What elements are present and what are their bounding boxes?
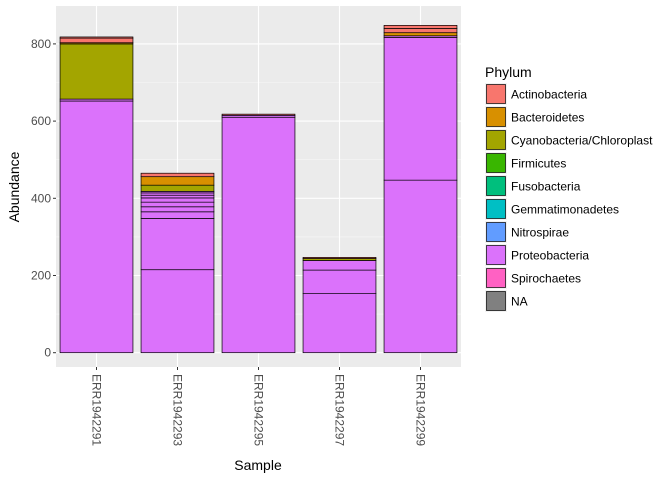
bar-segment [140,197,215,203]
legend-item: Fusobacteria [485,175,581,197]
legend-item: Gemmatimonadetes [485,198,619,220]
x-tick-label: ERR1942291 [90,374,104,446]
legend-swatch [486,222,506,242]
bar-segment [140,269,215,354]
y-tick-label: 0 [44,346,51,360]
legend-item: Spirochaetes [485,267,581,289]
legend-item: NA [485,290,528,312]
x-axis: ERR1942291 ERR1942293 ERR1942295 ERR1942297… [90,367,428,446]
legend-label: Fusobacteria [511,180,581,194]
legend-swatch [486,176,506,196]
bar-segment [140,176,215,186]
bar-segment [221,113,296,116]
legend-item: Nitrospirae [485,221,569,243]
legend-item: Bacteroidetes [485,106,584,128]
legend-swatch [486,268,506,288]
bar-segment [383,179,458,354]
bar-segment [140,172,215,178]
stacked-bars [59,25,458,354]
bar-segment [302,293,377,354]
legend-swatch [486,84,506,104]
legend-label: Spirochaetes [511,272,581,286]
x-tick-label: ERR1942293 [171,374,185,446]
y-tick-label: 200 [31,269,51,283]
legend-swatch [486,199,506,219]
bar-segment [383,28,458,34]
bar-segment [221,116,296,354]
y-tick-label: 800 [31,37,51,51]
bar-segment [140,211,215,219]
y-axis: 0 200 400 600 800 [31,37,56,360]
legend-swatch [486,107,506,127]
legend-item: Firmicutes [485,152,566,174]
legend-swatch [486,291,506,311]
x-tick-label: ERR1942299 [414,374,428,446]
bar-segment [140,201,215,208]
legend-label: Gemmatimonadetes [511,203,619,217]
legend-label: Nitrospirae [511,226,569,240]
x-axis-title: Sample [234,457,282,473]
legend-item: Proteobacteria [485,244,589,266]
y-tick-label: 400 [31,191,51,205]
bar-segment [59,100,134,354]
bar-segment [302,269,377,294]
bar-segment [59,37,134,44]
bar-segment [59,43,134,100]
legend-label: Firmicutes [511,157,566,171]
legend-label: Cyanobacteria/Chloroplast [511,134,653,148]
bar-segment [302,257,377,259]
legend-swatch [486,130,506,150]
bar-segment [140,218,215,271]
bar-segment [140,194,215,199]
bar-segment [302,260,377,271]
legend-swatch [486,153,506,173]
legend-label: Actinobacteria [511,88,587,102]
legend-item: Cyanobacteria/Chloroplast [485,129,653,151]
legend-title: Phylum [485,64,532,80]
y-axis-title: Abundance [6,151,22,222]
bar-segment [383,36,458,181]
bar-segment [140,184,215,192]
bar-segment [59,36,134,39]
legend-swatch [486,245,506,265]
x-tick-label: ERR1942297 [333,374,347,446]
bar-segment [140,206,215,213]
legend-label: Bacteroidetes [511,111,584,125]
bar-segment [383,32,458,37]
legend-label: Proteobacteria [511,249,589,263]
x-tick-label: ERR1942295 [252,374,266,446]
legend: Phylum Actinobacteria Bacteroidetes Cyanob… [485,64,653,312]
legend-label: NA [511,295,528,309]
bar-segment [383,25,458,29]
y-tick-label: 600 [31,114,51,128]
legend-item: Actinobacteria [485,83,587,105]
